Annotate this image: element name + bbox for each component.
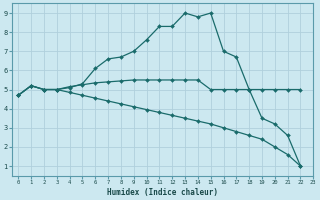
X-axis label: Humidex (Indice chaleur): Humidex (Indice chaleur): [107, 188, 218, 197]
